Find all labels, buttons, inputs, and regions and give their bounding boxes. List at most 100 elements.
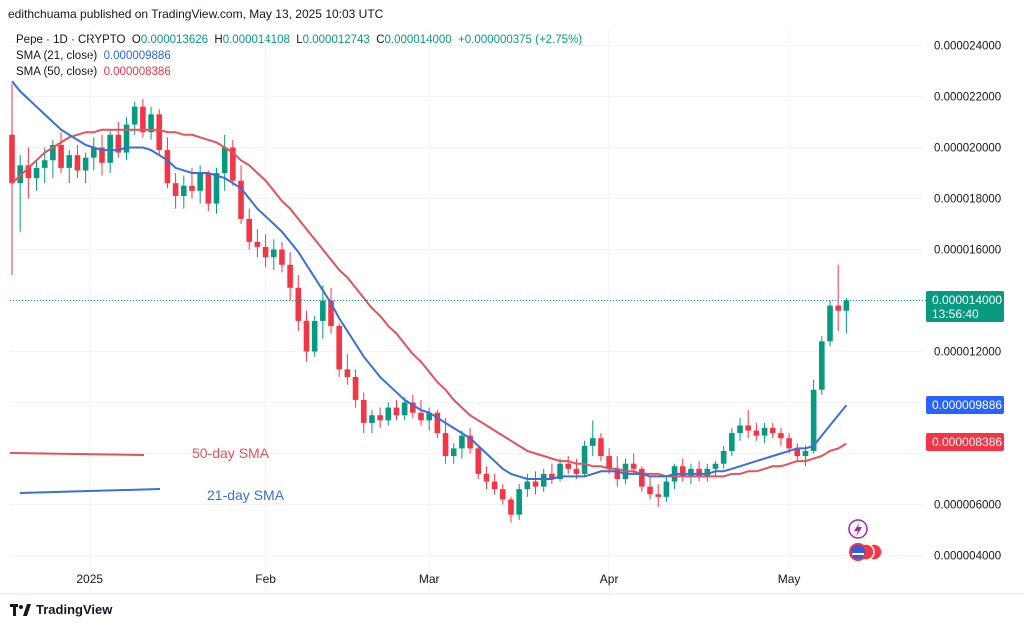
candle-up[interactable] [688,468,694,477]
candle-down[interactable] [532,481,539,487]
candle-up[interactable] [131,106,138,125]
candle-up[interactable] [819,341,825,390]
candle-up[interactable] [459,435,465,449]
candle-up[interactable] [581,445,588,474]
us-flag-event-icon-1[interactable] [849,543,867,561]
candle-down[interactable] [115,134,122,153]
candle-down[interactable] [246,218,253,242]
candle-down[interactable] [696,468,702,477]
candle-up[interactable] [311,320,318,352]
candle-down[interactable] [279,249,285,265]
candle-up[interactable] [843,300,850,311]
candle-up[interactable] [369,415,375,423]
candle-up[interactable] [540,473,547,487]
candle-up[interactable] [50,144,56,161]
candle-down[interactable] [549,473,555,479]
candle-down[interactable] [491,481,498,490]
sma21-row[interactable]: SMA (21, close) 0.000009886 [16,48,582,64]
candle-up[interactable] [450,448,457,457]
candle-down[interactable] [262,246,269,258]
candle-up[interactable] [663,481,670,497]
candle-down[interactable] [336,326,342,370]
sma50-line[interactable] [11,128,847,478]
candle-down[interactable] [303,320,310,352]
candle-up[interactable] [180,185,187,196]
candle-down[interactable] [786,438,792,449]
candle-down[interactable] [745,425,751,431]
candle-up[interactable] [761,428,768,436]
candle-up[interactable] [270,249,277,258]
symbol-label[interactable]: Pepe · 1D · CRYPTO [16,34,126,46]
candle-up[interactable] [123,124,130,153]
candle-down[interactable] [172,183,179,196]
candle-down[interactable] [467,435,473,449]
candle-up[interactable] [107,134,113,163]
candle-down[interactable] [352,377,359,400]
candle-down[interactable] [328,300,334,327]
candle-down[interactable] [639,468,645,487]
candle-down[interactable] [230,147,236,181]
candle-up[interactable] [802,450,809,457]
candle-down[interactable] [434,412,441,434]
candle-down[interactable] [483,473,490,482]
candle-down[interactable] [344,369,351,377]
candle-down[interactable] [835,305,841,311]
candle-down[interactable] [655,494,662,497]
candle-up[interactable] [810,389,817,451]
candle-down[interactable] [295,287,302,321]
candle-down[interactable] [99,147,105,163]
candle-down[interactable] [360,399,367,423]
candle-down[interactable] [74,155,81,171]
sma21-line[interactable] [11,80,848,480]
candle-down[interactable] [140,106,146,133]
candle-down[interactable] [679,466,686,477]
time-axis[interactable]: 2025 Feb Mar Apr May [76,572,800,586]
candle-down[interactable] [410,402,416,413]
candle-up[interactable] [197,173,203,191]
candle-down[interactable] [500,489,506,500]
candle-up[interactable] [221,147,228,174]
candle-up[interactable] [516,489,522,515]
candle-up[interactable] [320,300,326,321]
candle-up[interactable] [720,450,727,464]
candle-down[interactable] [205,173,212,204]
candle-down[interactable] [238,180,244,219]
candle-down[interactable] [156,114,163,151]
sma50-row[interactable]: SMA (50, close) 0.000008386 [16,64,582,80]
candle-down[interactable] [630,463,637,469]
candle-down[interactable] [647,486,653,495]
candle-up[interactable] [41,160,48,168]
candle-up[interactable] [33,167,40,179]
candle-up[interactable] [426,412,432,421]
candle-up[interactable] [704,468,711,477]
candle-up[interactable] [385,407,392,421]
candle-down[interactable] [418,412,424,421]
candle-up[interactable] [66,155,73,168]
candle-down[interactable] [25,165,32,179]
candle-down[interactable] [508,499,514,515]
candle-down[interactable] [598,438,604,457]
candle-down[interactable] [769,428,776,434]
candle-down[interactable] [794,448,801,457]
candle-down[interactable] [573,468,580,474]
candle-up[interactable] [91,147,97,158]
candle-up[interactable] [589,438,596,446]
candle-down[interactable] [778,433,784,439]
candle-down[interactable] [606,456,612,469]
candle-up[interactable] [712,463,719,469]
candle-down[interactable] [189,185,195,191]
candle-up[interactable] [827,305,833,342]
candle-up[interactable] [737,425,743,434]
candle-up[interactable] [401,402,408,416]
candle-down[interactable] [287,264,293,288]
candle-up[interactable] [213,173,220,204]
candle-up[interactable] [557,463,563,479]
candle-down[interactable] [614,468,621,479]
candle-down[interactable] [377,415,383,421]
candle-down[interactable] [254,241,261,247]
candle-down[interactable] [393,407,400,416]
candle-down[interactable] [9,134,15,184]
candle-up[interactable] [82,157,89,171]
candle-down[interactable] [442,433,449,457]
